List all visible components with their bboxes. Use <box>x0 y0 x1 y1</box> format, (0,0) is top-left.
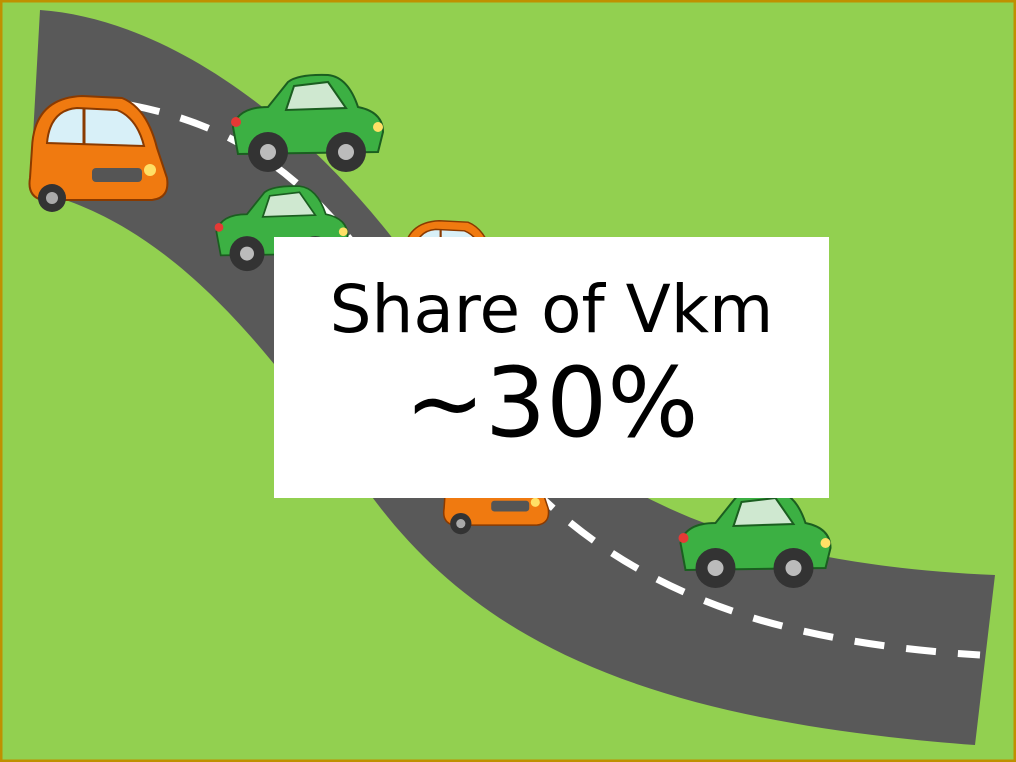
label-value: ~30% <box>405 346 699 461</box>
label-box: Share of Vkm ~30% <box>274 237 829 498</box>
label-title: Share of Vkm <box>330 274 774 347</box>
slide: Share of Vkm ~30% <box>0 0 1016 762</box>
